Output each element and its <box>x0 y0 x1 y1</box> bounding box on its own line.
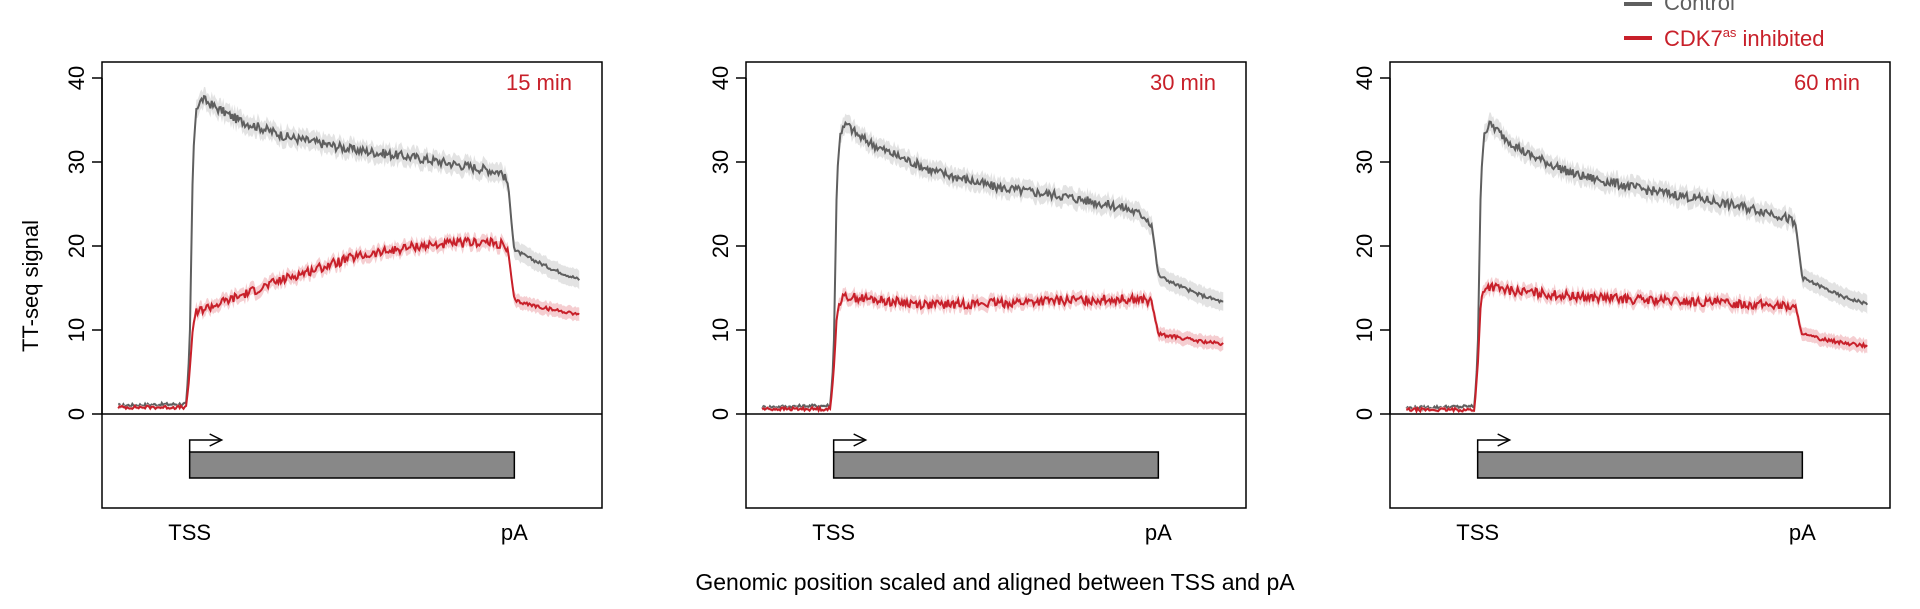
y-tick-label-30: 30 <box>1352 150 1377 174</box>
y-tick-label-30: 30 <box>708 150 733 174</box>
series-line-control <box>118 94 581 409</box>
legend-label-inhibited-superscript: as <box>1723 25 1737 40</box>
y-tick-label-0: 0 <box>708 408 733 420</box>
gene-body <box>1476 451 1804 479</box>
panel-15min: 0 10 20 30 40 15 min TSS pA <box>64 61 603 545</box>
pa-label: pA <box>501 520 528 545</box>
y-tick-label-10: 10 <box>708 318 733 342</box>
y-tick-label-20: 20 <box>1352 234 1377 258</box>
legend: Control CDK7as inhibited <box>1624 0 1825 51</box>
gene-body <box>188 451 516 479</box>
panel-label: 30 min <box>1150 70 1216 95</box>
confidence-band-control <box>118 86 580 409</box>
series-line-inhibited <box>761 290 1224 414</box>
pa-label: pA <box>1789 520 1816 545</box>
y-tick-label-40: 40 <box>64 66 89 90</box>
tss-label: TSS <box>168 520 211 545</box>
tss-arrow <box>1476 439 1508 452</box>
pa-label: pA <box>1145 520 1172 545</box>
tss-arrow-head <box>209 433 224 447</box>
tss-arrow <box>188 439 220 452</box>
series-line-inhibited <box>117 235 580 411</box>
y-tick-label-20: 20 <box>64 234 89 258</box>
y-tick-label-10: 10 <box>1352 318 1377 342</box>
tss-arrow <box>832 439 864 452</box>
panel-label: 60 min <box>1794 70 1860 95</box>
y-tick-label-40: 40 <box>708 66 733 90</box>
legend-label-inhibited: CDK7as inhibited <box>1664 25 1825 51</box>
y-tick-label-0: 0 <box>1352 408 1377 420</box>
panel-60min: 0 10 20 30 40 60 min TSS pA <box>1352 61 1891 545</box>
tss-label: TSS <box>812 520 855 545</box>
y-tick-label-20: 20 <box>708 234 733 258</box>
series-line-inhibited <box>1406 281 1868 414</box>
y-tick-label-40: 40 <box>1352 66 1377 90</box>
series-line-control <box>1405 120 1869 412</box>
confidence-band-inhibited <box>1406 276 1868 414</box>
y-axis-title: TT-seq signal <box>18 220 43 352</box>
series-line-control <box>761 120 1224 410</box>
gene-body <box>832 451 1160 479</box>
legend-label-control: Control <box>1664 0 1735 15</box>
tss-arrow-head <box>1497 433 1512 447</box>
panel-label: 15 min <box>506 70 572 95</box>
confidence-band-control <box>1406 112 1868 412</box>
confidence-band-control <box>762 113 1224 411</box>
y-tick-label-30: 30 <box>64 150 89 174</box>
y-tick-label-0: 0 <box>64 408 89 420</box>
tss-arrow-head <box>853 433 868 447</box>
legend-label-inhibited-suffix: inhibited <box>1736 26 1824 51</box>
plot-frame <box>101 61 603 509</box>
y-tick-label-10: 10 <box>64 318 89 342</box>
legend-label-inhibited-base: CDK7 <box>1664 26 1723 51</box>
panel-30min: 0 10 20 30 40 30 min TSS pA <box>708 61 1247 545</box>
x-axis-title: Genomic position scaled and aligned betw… <box>695 569 1295 595</box>
tss-label: TSS <box>1456 520 1499 545</box>
